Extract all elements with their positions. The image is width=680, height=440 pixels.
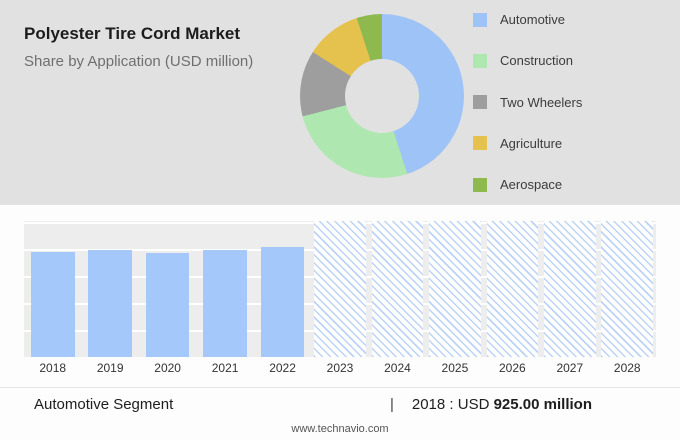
page-title: Polyester Tire Cord Market — [24, 24, 241, 43]
donut-hole — [345, 59, 419, 133]
segment-label: Automotive Segment — [34, 396, 174, 413]
legend: Automotive Construction Two Wheelers Agricu… — [473, 12, 658, 192]
x-axis-labels: 2018 2019 2020 2021 2022 2023 2024 2025 2026 2027… — [24, 357, 656, 379]
legend-item-agriculture: Agriculture — [473, 136, 658, 151]
bar-slot-2020 — [139, 221, 196, 357]
legend-label: Automotive — [500, 12, 566, 27]
forecast-column-2025 — [429, 221, 481, 357]
legend-swatch — [473, 53, 487, 68]
legend-label: Two Wheelers — [500, 94, 583, 110]
x-tick-2018: 2018 — [39, 361, 67, 375]
page-subtitle: Share by Application (USD million) — [24, 53, 254, 70]
title-block: Polyester Tire Cord Market Share by Appl… — [24, 24, 284, 70]
x-tick-2025: 2025 — [441, 361, 469, 375]
legend-item-automotive: Automotive — [473, 12, 658, 27]
stat-unit: million — [543, 396, 592, 413]
forecast-column-2026 — [486, 221, 539, 357]
legend-item-two-wheelers: Two Wheelers — [473, 95, 658, 110]
summary-panel: Polyester Tire Cord Market Share by Appl… — [0, 0, 680, 205]
bar-chart-plot — [24, 221, 656, 357]
bar-2020 — [145, 252, 190, 357]
bar-slot-2021 — [196, 221, 253, 357]
forecast-column-2027 — [543, 221, 596, 357]
stat-value: 925.00 — [493, 396, 540, 413]
bar-slot-2027 — [541, 221, 598, 357]
footer-stat: 2018 : USD 925.00 million — [412, 396, 592, 413]
legend-item-construction: Construction — [473, 53, 658, 68]
legend-label: Aerospace — [500, 177, 563, 192]
forecast-column-2024 — [371, 221, 424, 357]
x-tick-2026: 2026 — [499, 361, 526, 375]
legend-swatch — [473, 136, 487, 151]
legend-swatch — [473, 95, 487, 109]
bar-slot-2023 — [311, 221, 368, 357]
bar-2022 — [260, 246, 305, 357]
legend-label: Construction — [500, 53, 573, 69]
stat-prefix: 2018 : USD — [411, 396, 490, 413]
bar-2021 — [203, 250, 247, 357]
legend-label: Agriculture — [500, 135, 563, 151]
bar-2018 — [30, 252, 75, 357]
x-tick-2027: 2027 — [556, 361, 584, 375]
x-tick-2022: 2022 — [269, 361, 296, 375]
x-tick-2019: 2019 — [96, 361, 124, 375]
bar-slot-2022 — [254, 221, 311, 357]
footer-separator: | — [389, 396, 394, 413]
bar-slot-2018 — [24, 221, 81, 357]
legend-swatch — [473, 12, 487, 27]
bar-slot-2025 — [426, 221, 483, 357]
x-tick-2020: 2020 — [154, 361, 181, 375]
bar-chart-panel: 2018 2019 2020 2021 2022 2023 2024 2025 2026 2027… — [0, 205, 680, 440]
donut-chart — [300, 14, 464, 178]
forecast-column-2023 — [314, 221, 366, 357]
bar-slot-2024 — [369, 221, 426, 357]
x-tick-2028: 2028 — [613, 361, 641, 375]
x-tick-2023: 2023 — [326, 361, 354, 375]
x-tick-2024: 2024 — [384, 361, 411, 375]
bar-2019 — [88, 249, 132, 357]
legend-item-aerospace: Aerospace — [473, 177, 658, 192]
bar-slot-2026 — [484, 221, 541, 357]
website-url: www.technavio.com — [291, 423, 389, 435]
legend-swatch — [473, 177, 487, 192]
bar-slot-2028 — [599, 221, 656, 357]
forecast-column-2028 — [601, 221, 654, 357]
footer-stat-row: Automotive Segment | 2018 : USD 925.00 m… — [0, 387, 680, 421]
x-tick-2021: 2021 — [211, 361, 239, 375]
bar-slot-2019 — [81, 221, 138, 357]
